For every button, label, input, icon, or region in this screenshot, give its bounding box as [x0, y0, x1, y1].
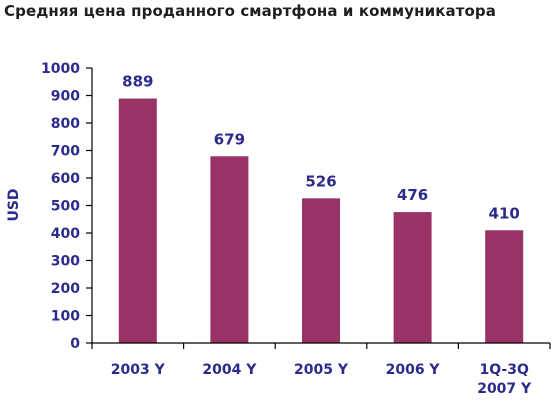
- data-label: 889: [122, 73, 153, 91]
- y-tick-label: 1000: [41, 61, 80, 77]
- data-label: 679: [214, 130, 245, 148]
- y-tick-label: 400: [51, 226, 80, 242]
- x-tick-label: 2006 Y: [386, 362, 441, 378]
- x-tick-label: 2007 Y: [477, 381, 532, 397]
- y-tick-label: 800: [51, 116, 80, 132]
- x-tick-label: 1Q-3Q: [480, 362, 529, 378]
- bar: [302, 198, 340, 343]
- y-tick-label: 600: [51, 171, 80, 187]
- y-tick-label: 0: [70, 336, 80, 352]
- x-tick-label: 2003 Y: [111, 362, 166, 378]
- y-tick-label: 200: [51, 281, 80, 297]
- y-tick-label: 100: [51, 309, 80, 325]
- x-tick-label: 2004 Y: [202, 362, 257, 378]
- y-tick-label: 900: [51, 89, 80, 105]
- bar: [485, 230, 524, 343]
- bar: [393, 212, 432, 343]
- y-axis-label: USD: [6, 188, 22, 221]
- bar: [210, 156, 249, 343]
- data-label: 410: [489, 204, 520, 222]
- chart-title: Средняя цена проданного смартфона и комм…: [4, 2, 496, 20]
- plot-area: 889 679 526 476 410 0 100 200 300 400 500 600 700 800…: [41, 61, 551, 397]
- y-tick-label: 700: [51, 144, 80, 160]
- bar: [118, 98, 157, 344]
- y-tick-label: 500: [51, 199, 80, 215]
- y-tick-label: 300: [51, 254, 80, 270]
- x-tick-label: 2005 Y: [294, 362, 349, 378]
- data-label: 476: [397, 186, 428, 204]
- data-label: 526: [305, 172, 336, 190]
